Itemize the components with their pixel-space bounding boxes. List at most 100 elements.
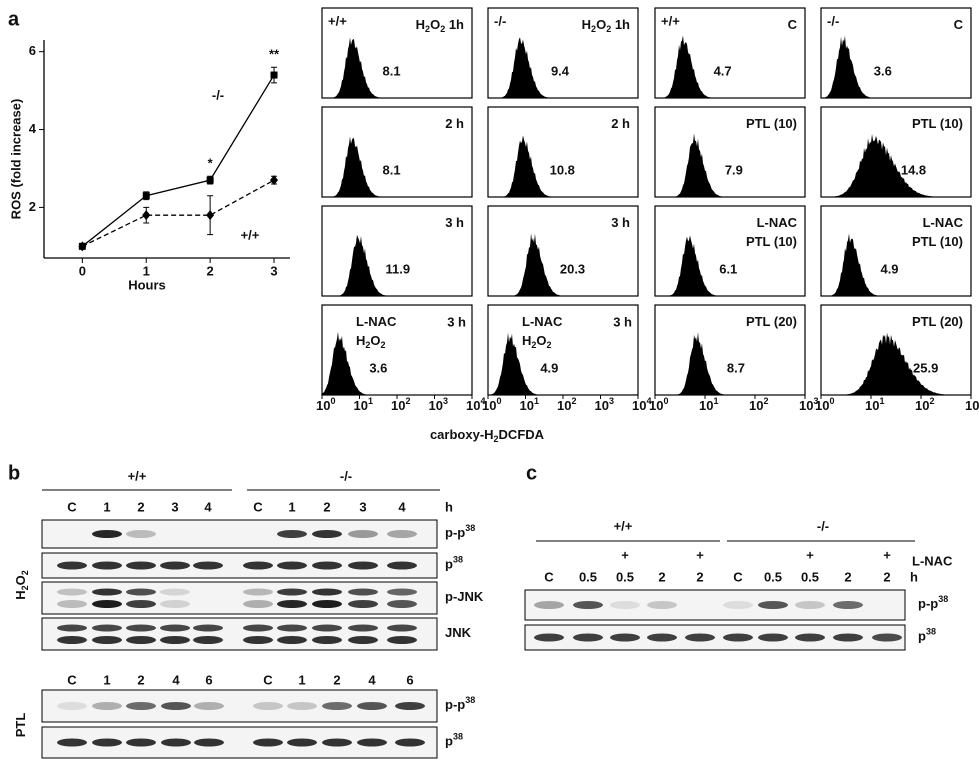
lane-label: 4 — [204, 499, 212, 514]
protein-label: p38 — [445, 732, 463, 749]
band — [243, 600, 273, 608]
lane-label: 2 — [658, 569, 665, 584]
band — [126, 588, 156, 596]
histogram-value: 10.8 — [550, 162, 575, 177]
condition-label-part: L-NAC — [757, 215, 798, 230]
lane-label: 4 — [172, 672, 180, 687]
condition-label: PTL (20) — [912, 314, 963, 329]
tick-exp: 3 — [443, 396, 448, 406]
band — [57, 600, 87, 608]
band — [348, 600, 378, 608]
condition-label: 3 h — [611, 215, 630, 230]
lane-label: 2 — [323, 499, 330, 514]
band — [126, 624, 156, 632]
lane-label: 2 — [137, 499, 144, 514]
histogram — [821, 233, 971, 296]
band — [357, 738, 387, 747]
histogram — [655, 133, 805, 197]
band — [534, 601, 564, 609]
histogram — [655, 331, 805, 395]
protein-label-part: 38 — [453, 732, 463, 742]
condition-label-part: H — [582, 17, 591, 32]
band — [160, 636, 190, 644]
tick-base: 10 — [557, 398, 571, 413]
condition-label-part: L-NAC — [356, 314, 397, 329]
band — [312, 561, 342, 570]
condition-label-part: 2 — [606, 24, 611, 34]
band — [57, 738, 87, 747]
band — [92, 600, 122, 608]
tick-base: 10 — [466, 398, 480, 413]
tick-base: 10 — [482, 398, 496, 413]
panel-label: b — [8, 462, 20, 484]
lane-label: 2 — [696, 569, 703, 584]
x-tick-label: 102 — [749, 396, 768, 413]
condition-label: L-NAC — [757, 215, 798, 230]
condition-label: PTL (20) — [746, 314, 797, 329]
tick-base: 10 — [649, 398, 663, 413]
tick-exp: 1 — [534, 396, 539, 406]
band — [126, 530, 156, 538]
condition-label: PTL (10) — [912, 116, 963, 131]
condition-label-part: PTL (10) — [912, 116, 963, 131]
band — [647, 601, 677, 609]
condition-label: 2 h — [445, 116, 464, 131]
band — [573, 601, 603, 609]
band — [193, 561, 223, 570]
band — [194, 738, 224, 747]
band — [253, 702, 283, 710]
band — [126, 561, 156, 570]
tick-exp: 0 — [663, 396, 668, 406]
band — [322, 738, 352, 747]
condition-label-part: C — [954, 17, 964, 32]
band — [795, 601, 825, 609]
band — [758, 601, 788, 609]
condition-label: L-NAC — [356, 314, 397, 329]
protein-label: JNK — [445, 625, 472, 640]
band — [194, 702, 224, 710]
genotype: +/+ — [661, 13, 680, 28]
tick-exp: 4 — [480, 396, 485, 406]
histogram-value: 4.7 — [714, 63, 732, 78]
x-tick-label: 102 — [391, 396, 410, 413]
tick-base: 10 — [749, 398, 763, 413]
panel-label: a — [8, 8, 20, 30]
marker — [78, 241, 87, 252]
lane-label: 3 — [359, 499, 366, 514]
condition-label-part: O — [370, 333, 380, 348]
tick-exp: 2 — [929, 396, 934, 406]
panel-label: c — [526, 462, 537, 484]
condition-label-part: 1h — [611, 17, 630, 32]
condition-label-part: PTL (10) — [746, 234, 797, 249]
histogram-value: 6.1 — [719, 261, 737, 276]
x-tick-label: 103 — [429, 396, 448, 413]
treatment-label-part: O — [13, 575, 28, 585]
tick-exp: 2 — [571, 396, 576, 406]
protein-label-part: p-p — [445, 525, 465, 540]
band — [92, 702, 122, 710]
tick-base: 10 — [354, 398, 368, 413]
treatment-mark: + — [883, 547, 891, 562]
lane-label: 2 — [844, 569, 851, 584]
histogram — [322, 136, 472, 197]
histogram-value: 8.1 — [383, 63, 401, 78]
protein-label: p38 — [918, 627, 936, 644]
histogram-value: 8.7 — [727, 360, 745, 375]
x-tick-label: 101 — [699, 396, 718, 413]
protein-label-part: p — [445, 557, 453, 572]
lane-label: 2 — [333, 672, 340, 687]
protein-label-part: p — [918, 629, 926, 644]
band — [92, 738, 122, 747]
series-label: -/- — [212, 87, 224, 102]
unit-label: h — [910, 569, 918, 584]
band — [57, 702, 87, 710]
genotype: -/- — [494, 13, 506, 28]
condition-label-part: 2 — [365, 340, 370, 350]
histogram — [655, 35, 805, 98]
condition-label: C — [788, 17, 798, 32]
x-tick-label: 103 — [799, 396, 818, 413]
series-line — [81, 74, 275, 247]
histogram-value: 14.8 — [901, 162, 926, 177]
blot — [41, 617, 438, 651]
